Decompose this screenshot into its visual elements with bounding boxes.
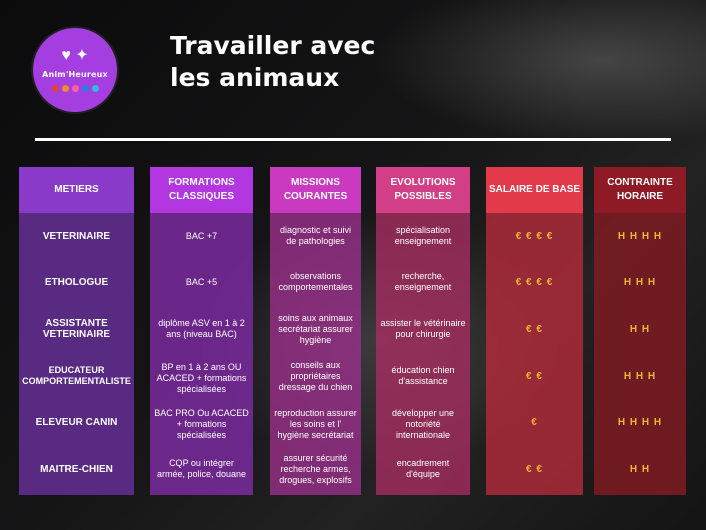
- cell-evolution-4: éducation chien d'assistance: [391, 365, 455, 386]
- cell-mission-1: diagnostic et suivi de pathologies: [279, 225, 352, 246]
- column-body-salaire: € € € € € € € € € € € € € € €: [486, 213, 583, 495]
- logo-text: Anim'Heureux: [42, 70, 108, 79]
- column-header-evolutions: EVOLUTIONS POSSIBLES: [376, 167, 470, 213]
- column-header-missions: MISSIONS COURANTES: [270, 167, 361, 213]
- column-body-contrainte: H H H H H H H H H H H H H H H H H H: [594, 213, 686, 495]
- column-salaire: SALAIRE DE BASE € € € € € € € € € € € € …: [486, 167, 583, 495]
- column-missions: MISSIONS COURANTES diagnostic et suivi d…: [270, 167, 361, 495]
- cell-salaire-2: € € € €: [515, 276, 554, 288]
- cell-mission-4: conseils aux propriétaires dressage du c…: [278, 359, 353, 392]
- cell-salaire-5: €: [531, 416, 538, 428]
- column-header-contrainte: CONTRAINTE HORAIRE: [594, 167, 686, 213]
- title-line-1: Travailler avec: [170, 31, 376, 60]
- cell-metier-2: ETHOLOGUE: [44, 276, 109, 288]
- cell-contrainte-3: H H: [629, 323, 651, 335]
- paw-heart-icon: ♥ ✦: [61, 47, 89, 64]
- column-header-formations: FORMATIONS CLASSIQUES: [150, 167, 253, 213]
- cell-formation-3: diplôme ASV en 1 à 2 ans (niveau BAC): [158, 318, 245, 339]
- cell-metier-3: ASSISTANTE VETERINAIRE: [42, 318, 111, 340]
- cell-contrainte-2: H H H: [623, 276, 657, 288]
- column-formations: FORMATIONS CLASSIQUES BAC +7 BAC +5 dipl…: [150, 167, 253, 495]
- cell-evolution-3: assister le vétérinaire pour chirurgie: [380, 318, 466, 339]
- cell-contrainte-6: H H: [629, 463, 651, 475]
- column-header-metiers: METIERS: [19, 167, 134, 213]
- cell-contrainte-5: H H H H: [617, 416, 663, 428]
- dot-cyan-icon: [91, 85, 99, 92]
- cell-mission-3: soins aux animaux secrétariat assurer hy…: [278, 312, 353, 345]
- logo: ♥ ✦ Anim'Heureux: [33, 28, 117, 112]
- cell-formation-6: CQP ou intégrer armée, police, douane: [156, 458, 247, 479]
- dot-orange-icon: [61, 85, 69, 92]
- cell-salaire-3: € €: [526, 323, 543, 335]
- column-body-formations: BAC +7 BAC +5 diplôme ASV en 1 à 2 ans (…: [150, 213, 253, 495]
- title-line-2: les animaux: [170, 63, 340, 92]
- column-body-evolutions: spécialisation enseignement recherche, e…: [376, 213, 470, 495]
- cell-contrainte-4: H H H: [623, 370, 657, 382]
- column-body-missions: diagnostic et suivi de pathologies obser…: [270, 213, 361, 495]
- cell-metier-1: VETERINAIRE: [42, 230, 111, 242]
- page-title: Travailler avec les animaux: [170, 30, 375, 94]
- logo-dots: [51, 85, 99, 92]
- column-evolutions: EVOLUTIONS POSSIBLES spécialisation ense…: [376, 167, 470, 495]
- column-body-metiers: VETERINAIRE ETHOLOGUE ASSISTANTE VETERIN…: [19, 213, 134, 495]
- cell-evolution-1: spécialisation enseignement: [394, 225, 452, 246]
- cell-evolution-6: encadrement d'équipe: [396, 458, 450, 479]
- dot-blue-icon: [81, 85, 89, 92]
- divider: [35, 138, 671, 141]
- column-header-salaire: SALAIRE DE BASE: [486, 167, 583, 213]
- cell-evolution-2: recherche, enseignement: [394, 271, 452, 292]
- cell-formation-5: BAC PRO Ou ACACED + formations spécialis…: [154, 407, 249, 440]
- column-contrainte: CONTRAINTE HORAIRE H H H H H H H H H H H…: [594, 167, 686, 495]
- cell-salaire-6: € €: [526, 463, 543, 475]
- dot-pink-icon: [71, 85, 79, 92]
- cell-formation-2: BAC +5: [185, 276, 218, 287]
- cell-salaire-1: € € € €: [515, 230, 554, 242]
- cell-metier-6: MAITRE-CHIEN: [40, 463, 113, 475]
- cell-formation-4: BP en 1 à 2 ans OU ACACED + formations s…: [156, 361, 247, 394]
- cell-mission-2: observations comportementales: [278, 271, 353, 292]
- column-metiers: METIERS VETERINAIRE ETHOLOGUE ASSISTANTE…: [19, 167, 134, 495]
- cell-metier-4: EDUCATEUR COMPORTEMENTALISTE: [22, 365, 131, 386]
- cell-evolution-5: développer une notoriété internationale: [391, 407, 455, 440]
- dot-red-icon: [51, 85, 59, 92]
- cell-salaire-4: € €: [526, 370, 543, 382]
- cell-metier-5: ELEVEUR CANIN: [35, 416, 118, 428]
- cell-formation-1: BAC +7: [185, 230, 218, 241]
- cell-mission-5: reproduction assurer les soins et l' hyg…: [274, 407, 357, 440]
- cell-contrainte-1: H H H H: [617, 230, 663, 242]
- cell-mission-6: assurer sécurité recherche armes, drogue…: [279, 452, 352, 485]
